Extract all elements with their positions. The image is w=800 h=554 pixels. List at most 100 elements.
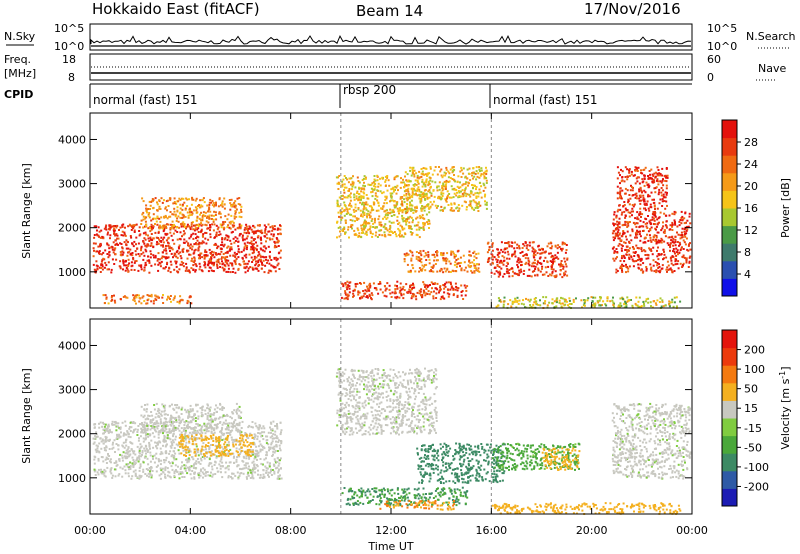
data-cell	[396, 287, 399, 290]
data-cell	[456, 180, 459, 183]
data-cell	[157, 263, 160, 266]
data-cell	[428, 293, 431, 296]
data-cell	[539, 299, 541, 302]
data-cell	[412, 282, 414, 285]
data-cell	[688, 212, 691, 215]
data-cell	[644, 300, 647, 303]
data-cell	[403, 201, 406, 204]
data-cell	[188, 296, 191, 299]
data-cell	[97, 459, 100, 462]
data-cell	[356, 190, 359, 193]
data-cell	[345, 296, 348, 299]
data-cell	[644, 209, 647, 212]
data-cell	[385, 212, 388, 215]
data-cell	[447, 176, 450, 179]
data-cell	[455, 189, 458, 191]
data-cell	[425, 292, 428, 295]
data-cell	[480, 169, 483, 172]
data-cell	[540, 247, 543, 250]
data-cell	[666, 242, 669, 245]
data-cell	[388, 230, 391, 233]
data-cell	[370, 183, 373, 186]
data-cell	[506, 247, 509, 250]
data-cell	[214, 236, 216, 239]
data-cell	[445, 260, 448, 262]
data-cell	[387, 233, 390, 236]
data-cell	[641, 213, 644, 216]
data-cell	[198, 245, 201, 248]
data-cell	[469, 205, 472, 208]
data-cell	[159, 240, 162, 242]
data-cell	[656, 299, 659, 302]
data-cell	[425, 254, 428, 257]
data-cell	[233, 224, 236, 227]
data-cell	[343, 297, 346, 300]
data-cell	[404, 190, 407, 193]
data-cell	[346, 196, 349, 199]
data-cell	[392, 190, 395, 193]
data-cell	[169, 228, 172, 231]
data-cell	[186, 205, 189, 207]
data-cell	[226, 218, 229, 221]
data-cell	[239, 203, 242, 206]
data-cell	[405, 221, 408, 224]
data-cell	[361, 201, 364, 204]
data-cell	[235, 427, 238, 430]
data-cell	[478, 166, 481, 168]
data-cell	[186, 250, 189, 253]
data-cell	[460, 176, 463, 178]
data-cell	[445, 262, 448, 265]
data-cell	[340, 195, 343, 197]
data-cell	[516, 296, 519, 299]
data-cell	[415, 172, 418, 175]
data-cell	[384, 289, 387, 292]
data-cell	[502, 305, 505, 308]
data-cell	[627, 249, 630, 252]
data-cell	[119, 226, 122, 229]
data-cell	[245, 265, 248, 268]
data-cell	[368, 293, 371, 296]
data-cell	[245, 228, 248, 230]
data-cell	[371, 232, 374, 235]
data-cell	[158, 227, 161, 230]
data-cell	[550, 256, 553, 259]
data-cell	[114, 247, 117, 250]
data-cell	[553, 260, 556, 263]
data-cell	[213, 223, 216, 226]
data-cell	[561, 243, 564, 246]
data-cell	[633, 255, 636, 257]
data-cell	[233, 217, 236, 220]
data-cell	[200, 222, 202, 225]
data-cell	[478, 181, 481, 184]
data-cell	[206, 263, 209, 266]
data-cell	[147, 234, 149, 237]
data-cell	[473, 172, 476, 175]
data-cell	[413, 286, 416, 289]
data-cell	[389, 226, 392, 229]
data-cell	[456, 262, 459, 265]
data-cell	[215, 253, 218, 256]
data-cell	[432, 297, 435, 300]
data-cell	[671, 298, 674, 301]
data-cell	[350, 213, 353, 216]
data-cell	[372, 282, 375, 285]
data-cell	[613, 224, 615, 227]
data-cell	[107, 231, 109, 234]
data-cell	[158, 205, 161, 208]
data-cell	[363, 204, 366, 206]
data-cell	[171, 213, 174, 216]
data-cell	[234, 259, 237, 262]
data-cell	[640, 248, 643, 250]
data-cell	[469, 200, 472, 203]
data-cell	[240, 208, 242, 211]
data-cell	[671, 225, 673, 228]
data-cell	[366, 216, 369, 219]
data-cell	[480, 167, 483, 170]
data-cell	[102, 294, 105, 297]
data-cell	[184, 208, 187, 211]
colorbar-tick-label: 4	[744, 268, 751, 281]
data-cell	[452, 196, 455, 199]
data-cell	[374, 192, 377, 195]
data-cell	[360, 195, 363, 198]
data-cell	[343, 201, 346, 204]
